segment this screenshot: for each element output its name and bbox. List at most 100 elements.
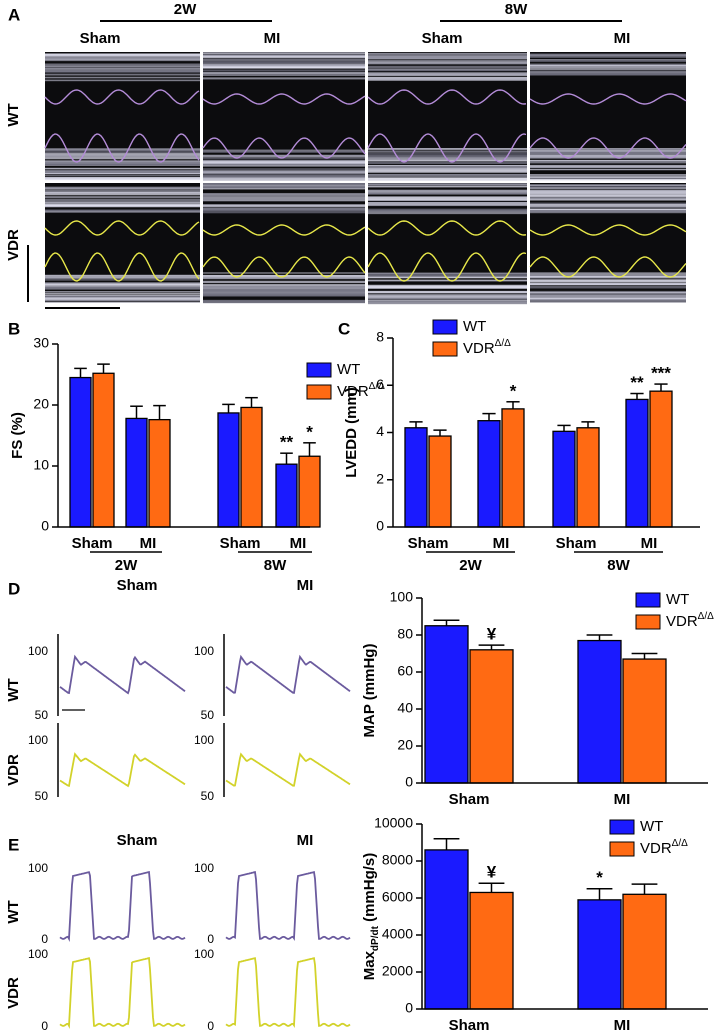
y-tick-label: 60: [397, 663, 413, 679]
bar: [622, 658, 667, 784]
echo-tissue: [530, 56, 686, 58]
y-tick-label: 20: [33, 396, 49, 412]
bar: [275, 463, 298, 528]
legend-swatch: [306, 362, 332, 378]
legend-label: WT: [666, 591, 689, 608]
echo-tissue: [530, 164, 686, 168]
echo-tissue: [368, 300, 527, 305]
echo-tissue: [530, 187, 686, 190]
group-label: MI: [264, 30, 281, 47]
y-axis-title: MAP (mmHg): [361, 644, 378, 738]
echo-tissue: [530, 54, 686, 56]
error-bar: [506, 401, 520, 409]
pressure-trace: [225, 752, 351, 787]
echo-tissue: [530, 150, 686, 152]
legend-name: WT: [666, 591, 689, 608]
legend-superscript: Δ/Δ: [698, 611, 714, 622]
echo-tissue: [203, 208, 365, 211]
echo-tissue: [368, 166, 527, 169]
echo-tissue: [368, 279, 527, 282]
trace-tick-label: 100: [28, 861, 48, 875]
echo-tissue: [45, 187, 200, 189]
error-bar: [97, 363, 110, 374]
echo-tissue: [530, 204, 686, 208]
error-bar: [630, 392, 644, 400]
trace-tick-label: 100: [28, 947, 48, 961]
row-label: WT: [5, 678, 22, 701]
trace-tick-label: 100: [194, 733, 214, 747]
y-axis-subscript: dP/dt: [370, 925, 381, 951]
legend-superscript: Δ/Δ: [495, 338, 511, 349]
echo-tissue: [45, 156, 200, 160]
legend-label: VDRΔ/Δ: [640, 838, 688, 857]
echo-tissue: [530, 272, 686, 276]
echo-tissue: [368, 295, 527, 297]
echo-tissue: [45, 202, 200, 204]
echo-tissue: [45, 293, 200, 295]
echo-tissue: [368, 174, 527, 177]
x-tick-label: MI: [290, 535, 307, 552]
row-label: VDR: [5, 977, 22, 1009]
echo-tissue: [530, 282, 686, 286]
echo-tissue: [368, 290, 527, 294]
echo-tissue: [368, 272, 527, 276]
error-bar: [153, 404, 166, 420]
echo-tissue: [45, 73, 200, 76]
wall-trace: [367, 133, 527, 163]
echo-tissue: [530, 197, 686, 200]
echo-tissue: [530, 175, 686, 179]
row-label: WT: [5, 103, 22, 126]
pressure-trace: [59, 752, 186, 788]
column-label: Sham: [117, 832, 158, 849]
echo-tissue: [45, 57, 200, 60]
echo-tissue: [368, 191, 527, 194]
wall-trace: [202, 137, 366, 159]
echo-tissue: [203, 64, 365, 69]
echo-tissue: [203, 175, 365, 178]
echo-tissue: [530, 55, 686, 57]
echo-tissue: [530, 151, 686, 154]
y-axis-title: LVEDD (mm): [343, 387, 360, 478]
error-bar: [303, 442, 316, 457]
x-tick-label: MI: [614, 1017, 631, 1033]
echo-tissue: [203, 272, 365, 274]
legend-swatch: [609, 819, 635, 835]
echo-tissue: [45, 274, 200, 279]
row-label: VDR: [5, 754, 22, 786]
echo-tissue: [368, 65, 527, 69]
trace-tick-label: 100: [28, 733, 48, 747]
echo-tissue: [530, 209, 686, 213]
echo-tissue: [368, 55, 527, 60]
legend-swatch: [306, 384, 332, 400]
x-tick-label: Sham: [72, 535, 113, 552]
echo-tissue: [368, 72, 527, 76]
echo-tissue: [45, 295, 200, 298]
echo-tissue: [45, 191, 200, 196]
bar: [552, 430, 576, 528]
error-bar: [478, 882, 505, 893]
x-tick-label: MI: [493, 535, 510, 552]
echo-tissue: [203, 290, 365, 293]
wall-trace: [367, 220, 527, 236]
legend-name: WT: [640, 818, 663, 835]
echo-tissue: [203, 183, 365, 187]
legend-swatch: [609, 841, 635, 857]
echo-tissue: [530, 206, 686, 208]
legend-label: VDRΔ/Δ: [337, 381, 385, 400]
y-axis-label: FS (%): [9, 412, 26, 459]
group-label: 8W: [607, 557, 630, 574]
legend-name: WT: [463, 318, 486, 335]
significance-mark: ***: [651, 364, 671, 383]
echo-tissue: [368, 161, 527, 165]
wall-trace: [367, 252, 527, 282]
echo-tissue: [203, 288, 365, 293]
wall-trace: [202, 93, 366, 105]
echo-tissue: [530, 73, 686, 76]
x-tick-label: Sham: [556, 535, 597, 552]
echo-tissue: [368, 210, 527, 215]
echo-tissue: [45, 301, 200, 303]
error-bar: [631, 652, 658, 660]
x-tick-label: MI: [140, 535, 157, 552]
bar: [577, 899, 622, 1010]
echo-tissue: [368, 165, 527, 168]
